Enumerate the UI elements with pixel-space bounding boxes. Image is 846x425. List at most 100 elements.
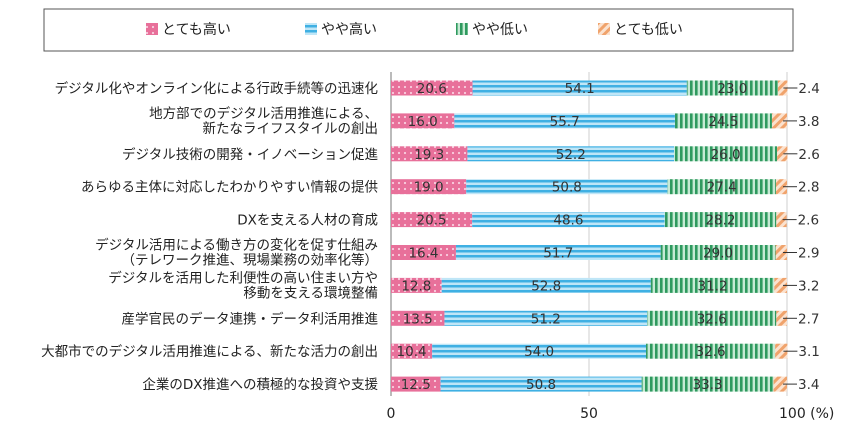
legend-frame [43, 8, 794, 52]
data-label-row-10-series-1: 12.5 [401, 377, 431, 393]
data-label-row-8-series-3: 32.6 [697, 311, 727, 327]
bar-row-8-series-3 [647, 310, 777, 326]
data-label-row-7-series-2: 52.8 [531, 278, 561, 294]
data-label-row-4-series-3: 27.4 [707, 180, 737, 196]
bar-row-7-series-4 [774, 277, 787, 293]
bar-row-7-series-1 [391, 277, 442, 293]
bar-row-10-series-3 [641, 376, 774, 392]
category-label-6-line-1: デジタル活用による働き方の変化を促す仕組み [95, 237, 378, 254]
data-label-row-2-series-3: 24.5 [708, 114, 738, 130]
bar-row-9-series-1 [391, 343, 433, 359]
bar-row-8-series-2 [444, 310, 648, 326]
data-label-row-1-series-3: 23.0 [717, 81, 747, 97]
bar-row-5-series-4 [776, 212, 787, 228]
bar-row-9-series-4 [775, 343, 788, 359]
data-label-row-6-series-3: 29.0 [703, 246, 733, 262]
category-label-8: 産学官民のデータ連携・データ利活用推進 [122, 310, 379, 327]
legend: とても高い やや高い やや低い とても低い [146, 21, 683, 38]
data-label-row-2-series-2: 55.7 [550, 114, 580, 130]
bar-row-10-series-1 [391, 376, 441, 392]
data-label-row-9-series-2: 54.0 [524, 344, 554, 360]
bar-row-4-series-3 [667, 179, 776, 195]
legend-swatch-4 [598, 23, 610, 35]
legend-label-4: とても低い [614, 22, 683, 38]
bar-row-8-series-1 [391, 310, 445, 326]
data-label-row-5-series-2: 48.6 [553, 213, 583, 229]
data-label-row-9-series-4: 3.1 [798, 344, 819, 360]
bar-row-10-series-4 [773, 376, 787, 392]
category-label-3: デジタル技術の開発・イノベーション促進 [122, 146, 378, 163]
bar-row-9-series-3 [646, 343, 776, 359]
bar-row-6-series-2 [455, 245, 661, 260]
legend-swatch-2 [305, 23, 317, 35]
bar-row-10-series-2 [440, 376, 642, 392]
bar-row-6-series-4 [775, 245, 787, 260]
data-label-row-5-series-4: 2.6 [798, 213, 819, 229]
bar-row-5-series-3 [664, 212, 777, 228]
data-label-row-7-series-4: 3.2 [798, 278, 819, 294]
data-label-row-9-series-3: 32.6 [696, 344, 726, 360]
data-label-row-7-series-3: 31.2 [698, 278, 728, 294]
data-label-row-7-series-1: 12.8 [401, 278, 431, 294]
data-label-row-3-series-1: 19.3 [414, 147, 444, 163]
legend-swatch-3 [456, 23, 468, 35]
category-label-5: DXを支える人材の育成 [237, 213, 378, 229]
legend-swatch-1 [146, 23, 158, 35]
data-label-row-10-series-3: 33.3 [693, 377, 723, 393]
bar-row-6-series-1 [391, 245, 456, 260]
bar-row-3-series-2 [467, 146, 675, 162]
data-label-row-10-series-4: 3.4 [798, 377, 819, 393]
data-label-row-6-series-1: 16.4 [408, 246, 438, 262]
data-label-row-4-series-2: 50.8 [552, 180, 582, 196]
bar-row-4-series-1 [391, 179, 467, 195]
bar-row-2-series-2 [454, 113, 675, 129]
data-label-row-1-series-4: 2.4 [798, 81, 819, 97]
bar-row-4-series-4 [775, 179, 787, 195]
data-label-row-9-series-1: 10.4 [397, 344, 427, 360]
bar-row-2-series-3 [674, 113, 772, 129]
bar-row-3-series-3 [674, 146, 778, 162]
bar-row-1-series-1 [391, 80, 473, 96]
legend-label-2: やや高い [321, 21, 377, 38]
x-tick-label-3: 100 (%) [779, 406, 834, 422]
data-label-row-3-series-4: 2.6 [798, 147, 819, 163]
bar-row-7-series-2 [441, 277, 651, 293]
legend-label-3: やや低い [472, 22, 528, 38]
data-label-row-2-series-1: 16.0 [408, 114, 438, 130]
bar-row-9-series-2 [432, 343, 647, 359]
category-label-2-line-2: 新たなライフスタイルの創出 [203, 121, 379, 137]
data-label-row-3-series-2: 52.2 [556, 147, 586, 163]
data-label-row-1-series-2: 54.1 [565, 81, 595, 97]
bar-row-1-series-4 [777, 80, 788, 96]
data-label-row-3-series-3: 26.0 [711, 147, 741, 163]
category-label-4: あらゆる主体に対応したわかりやすい情報の提供 [81, 180, 378, 196]
data-label-row-10-series-2: 50.8 [526, 377, 556, 393]
data-label-row-6-series-2: 51.7 [543, 246, 573, 262]
bars [391, 80, 788, 392]
bar-row-3-series-4 [777, 146, 788, 162]
bar-row-8-series-4 [776, 310, 787, 326]
bar-row-1-series-2 [472, 80, 687, 96]
data-label-row-8-series-4: 2.7 [798, 311, 819, 327]
x-tick-label-1: 0 [387, 406, 396, 422]
bar-row-5-series-2 [472, 212, 665, 228]
category-label-10: 企業のDX推進への積極的な投資や支援 [142, 376, 378, 393]
data-label-row-5-series-1: 20.5 [417, 213, 447, 229]
bar-row-4-series-2 [466, 179, 668, 195]
data-label-row-4-series-4: 2.8 [798, 180, 819, 196]
data-label-row-6-series-4: 2.9 [798, 246, 819, 262]
category-label-7-line-2: 移動を支える環境整備 [243, 285, 378, 301]
data-labels: 20.6 54.1 23.0 2.4 16.0 55.7 24.5 3.8 19.3 52.2 26… [397, 81, 820, 393]
bar-row-3-series-1 [391, 146, 468, 162]
category-label-9: 大都市でのデジタル活用推進による、新たな活力の創出 [41, 343, 378, 360]
category-label-6-line-2: （テレワーク推進、現場業務の効率化等） [122, 252, 379, 269]
data-label-row-5-series-3: 28.2 [705, 213, 735, 229]
bar-row-5-series-1 [391, 212, 473, 228]
category-label-7-line-1: デジタルを活用した利便性の高い住まい方や [108, 269, 378, 286]
bar-row-7-series-3 [650, 277, 775, 293]
data-label-row-1-series-1: 20.6 [417, 81, 447, 97]
bar-row-1-series-3 [686, 80, 778, 96]
bar-row-2-series-4 [771, 113, 787, 129]
data-label-row-4-series-1: 19.0 [414, 180, 444, 196]
